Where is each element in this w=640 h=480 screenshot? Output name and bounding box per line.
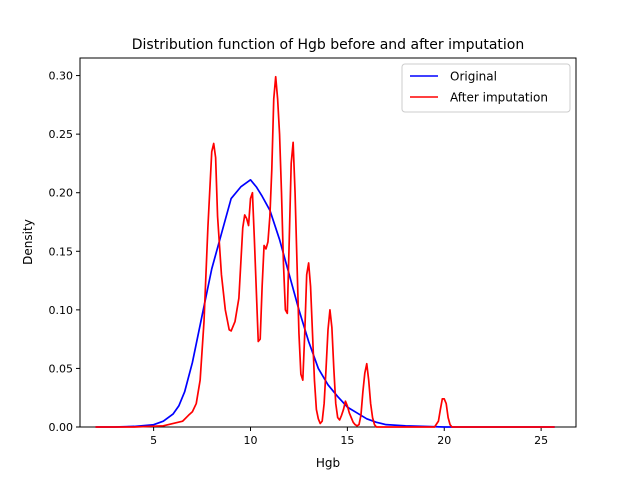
series-lines — [95, 75, 555, 428]
series-line-original — [95, 178, 555, 428]
legend-box — [401, 63, 571, 113]
y-tick-label: 0.30 — [49, 70, 74, 83]
x-axis-ticks: 5 10 15 20 25 — [150, 427, 548, 447]
x-tick-label: 15 — [340, 434, 354, 447]
chart-title: Distribution function of Hgb before and … — [132, 37, 525, 53]
x-tick-label: 5 — [150, 434, 157, 447]
y-axis-ticks: 0.00 0.05 0.10 0.15 0.20 0.25 0.30 — [49, 70, 80, 434]
series-line-after-imputation — [95, 75, 555, 428]
y-tick-label: 0.05 — [49, 362, 74, 375]
y-tick-label: 0.10 — [49, 304, 74, 317]
y-tick-label: 0.25 — [49, 128, 74, 141]
x-axis-label: Hgb — [316, 456, 340, 470]
y-tick-label: 0.15 — [49, 245, 74, 258]
x-tick-label: 25 — [534, 434, 548, 447]
plot-area — [79, 57, 577, 428]
x-tick-label: 10 — [244, 434, 258, 447]
legend-label-original: Original — [450, 70, 497, 84]
y-tick-label: 0.20 — [49, 187, 74, 200]
y-tick-label: 0.00 — [49, 421, 74, 434]
legend: Original After imputation — [401, 63, 571, 113]
x-tick-label: 20 — [437, 434, 451, 447]
y-axis-label: Density — [21, 219, 35, 265]
legend-label-after-imputation: After imputation — [450, 91, 548, 105]
